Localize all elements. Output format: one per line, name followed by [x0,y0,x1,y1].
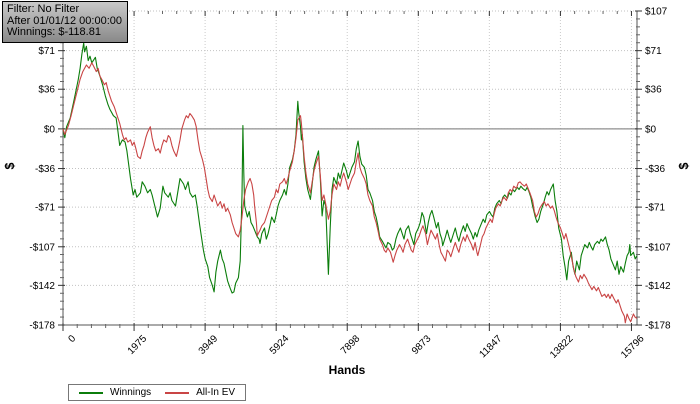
y-axis-title-right: $ [677,162,691,169]
y-tick-label-left: -$71 [35,203,55,214]
y-tick-label-right: $0 [645,124,657,135]
x-tick-label: 13822 [548,333,576,361]
y-tick-label-left: -$107 [29,242,55,253]
legend-label-allin-ev: All-In EV [196,387,236,398]
all-in-ev-series-line [62,62,638,324]
tooltip-filter-line: Filter: No Filter [7,3,80,15]
legend: Winnings All-In EV [68,384,247,401]
y-tick-label-right: $71 [645,46,662,57]
winnings-series-line [62,42,638,294]
tooltip-date-line: After 01/01/12 00:00:00 [7,14,122,27]
x-axis-title: Hands [329,363,366,377]
chart-tooltip: Filter: No Filter After 01/01/12 00:00:0… [2,1,128,43]
legend-label-winnings: Winnings [110,387,152,398]
y-tick-label-right: -$71 [645,203,665,214]
y-tick-label-left: -$142 [29,281,55,292]
legend-item-winnings: Winnings [79,387,151,398]
tooltip-winnings-line: Winnings: $-118.81 [7,26,101,38]
x-tick-label: 3949 [197,333,221,357]
x-tick-label: 7898 [339,333,363,357]
allin-ev-line-sample [165,391,190,394]
legend-item-allin-ev: All-In EV [165,387,235,398]
x-tick-label: 0 [66,333,78,345]
y-tick-label-left: $0 [44,124,56,135]
y-tick-label-right: -$142 [645,281,671,292]
y-tick-label-left: $71 [38,46,55,57]
x-tick-label: 11847 [478,333,505,360]
y-tick-label-right: -$36 [645,164,665,175]
x-tick-label: 5924 [268,333,292,357]
winnings-line-sample [79,391,103,394]
y-tick-label-right: -$107 [645,242,671,253]
x-tick-label: 15796 [619,333,647,361]
x-tick-label: 9873 [410,333,434,357]
y-tick-label-left: -$36 [35,164,55,175]
y-tick-label-left: -$178 [29,321,55,332]
y-tick-label-right: -$178 [645,321,671,332]
y-axis-title-left: $ [3,162,17,169]
x-tick-label: 1975 [126,333,150,357]
y-tick-label-left: $36 [38,85,55,96]
y-tick-label-right: $107 [645,7,668,18]
y-tick-label-right: $36 [645,85,662,96]
